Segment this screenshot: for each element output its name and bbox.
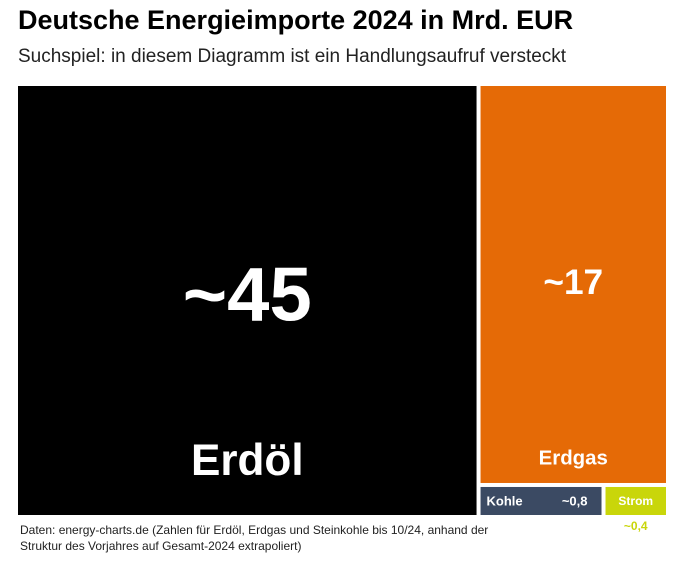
category-label: Erdgas [539,447,608,469]
treemap-tile [480,486,602,515]
chart-title: Deutsche Energieimporte 2024 in Mrd. EUR [18,5,573,35]
category-label: Kohle [487,493,523,508]
treemap-tile [18,86,477,515]
treemap-tile [605,486,666,515]
chart-subtitle: Suchspiel: in diesem Diagramm ist ein Ha… [18,46,567,67]
value-label: ~0,4 [624,519,648,533]
value-label: ~0,8 [562,493,588,508]
value-label: ~45 [183,253,312,338]
source-note: Daten: energy-charts.de (Zahlen für Erdö… [20,523,489,553]
category-label: Strom [618,494,653,508]
value-label: ~17 [543,263,603,302]
category-label: Erdöl [191,436,304,485]
treemap-tile [480,86,666,483]
